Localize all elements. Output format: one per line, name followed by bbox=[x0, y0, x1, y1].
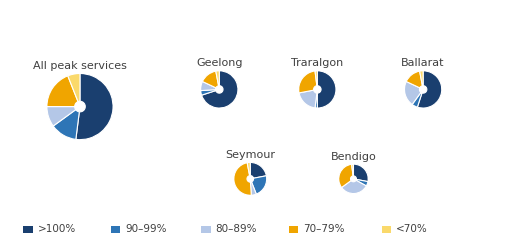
Wedge shape bbox=[202, 71, 219, 88]
Wedge shape bbox=[201, 90, 216, 95]
Text: 90–99%: 90–99% bbox=[125, 224, 167, 234]
Wedge shape bbox=[412, 92, 422, 107]
Wedge shape bbox=[47, 107, 76, 126]
Wedge shape bbox=[342, 180, 366, 194]
Wedge shape bbox=[299, 71, 317, 93]
Wedge shape bbox=[68, 74, 80, 102]
Wedge shape bbox=[315, 93, 317, 108]
Text: Seymour: Seymour bbox=[225, 150, 275, 160]
Wedge shape bbox=[299, 90, 317, 108]
Wedge shape bbox=[250, 182, 256, 195]
Wedge shape bbox=[47, 76, 78, 107]
Text: >100%: >100% bbox=[38, 224, 76, 234]
Wedge shape bbox=[356, 179, 368, 186]
Wedge shape bbox=[420, 71, 423, 86]
Text: All peak services: All peak services bbox=[33, 61, 127, 71]
Text: 80–89%: 80–89% bbox=[216, 224, 257, 234]
Text: Bendigo: Bendigo bbox=[331, 152, 376, 162]
Text: Ballarat: Ballarat bbox=[401, 58, 445, 68]
Wedge shape bbox=[53, 110, 79, 139]
Text: Geelong: Geelong bbox=[196, 58, 243, 68]
Wedge shape bbox=[351, 164, 353, 176]
Wedge shape bbox=[353, 164, 368, 182]
Wedge shape bbox=[76, 74, 113, 140]
Text: Traralgon: Traralgon bbox=[291, 58, 344, 68]
Wedge shape bbox=[405, 82, 421, 104]
Text: <70%: <70% bbox=[396, 224, 428, 234]
Wedge shape bbox=[251, 176, 267, 194]
Wedge shape bbox=[317, 71, 336, 108]
Wedge shape bbox=[201, 82, 216, 91]
Wedge shape bbox=[202, 71, 238, 108]
Wedge shape bbox=[417, 71, 442, 108]
Wedge shape bbox=[315, 71, 317, 86]
Wedge shape bbox=[339, 164, 353, 187]
Wedge shape bbox=[406, 71, 423, 88]
Wedge shape bbox=[234, 163, 251, 195]
Text: 70–79%: 70–79% bbox=[303, 224, 345, 234]
Wedge shape bbox=[216, 71, 219, 86]
Wedge shape bbox=[247, 162, 250, 176]
Wedge shape bbox=[250, 162, 266, 178]
